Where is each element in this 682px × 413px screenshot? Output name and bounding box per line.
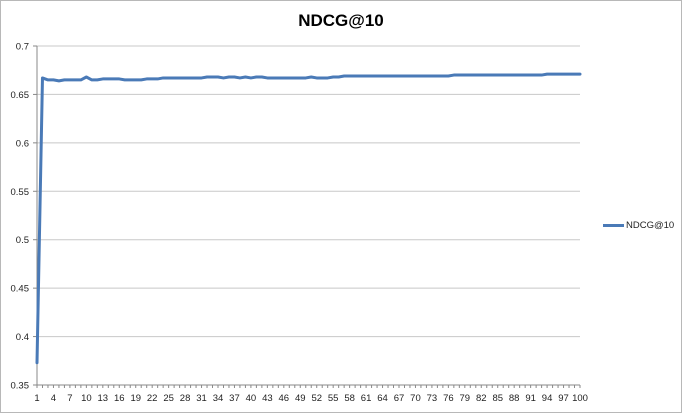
series-layer	[35, 72, 582, 365]
y-tick-label: 0.7	[16, 42, 29, 53]
x-tick-label: 22	[147, 393, 158, 404]
x-tick-label: 7	[67, 393, 72, 404]
x-tick-label: 88	[509, 393, 520, 404]
y-tick-label: 0.4	[16, 332, 29, 343]
x-tick-label: 61	[361, 393, 372, 404]
x-tick-label: 73	[427, 393, 438, 404]
legend-label: NDCG@10	[626, 219, 675, 231]
x-tick-label: 10	[81, 393, 92, 404]
gridlines	[37, 45, 580, 338]
x-tick-label: 79	[460, 393, 471, 404]
series-line-ndcg10	[35, 72, 582, 365]
x-tick-label: 76	[443, 393, 454, 404]
x-tick-label: 97	[558, 393, 569, 404]
x-tick-label: 1	[34, 393, 39, 404]
x-axis-ticks: 1 4 7 10 13 16 19 22 25 28 31 34 37 40 43 46 49 52 55 58 61 6…	[34, 385, 588, 404]
x-tick-label: 85	[492, 393, 503, 404]
x-tick-label: 25	[163, 393, 174, 404]
x-tick-label: 37	[229, 393, 240, 404]
x-tick-label: 46	[279, 393, 290, 404]
y-tick-label: 0.6	[16, 138, 29, 149]
x-tick-label: 55	[328, 393, 339, 404]
axes	[36, 46, 580, 386]
x-tick-label: 82	[476, 393, 487, 404]
x-tick-label: 43	[262, 393, 273, 404]
x-tick-label: 52	[311, 393, 322, 404]
x-tick-label: 19	[130, 393, 141, 404]
x-tick-label: 40	[246, 393, 257, 404]
x-tick-label: 70	[410, 393, 421, 404]
x-tick-label: 64	[377, 393, 388, 404]
y-tick-label: 0.35	[11, 381, 30, 392]
x-tick-label: 100	[572, 393, 588, 404]
x-tick-label: 28	[180, 393, 191, 404]
x-tick-label: 67	[394, 393, 405, 404]
x-tick-label: 13	[98, 393, 109, 404]
y-tick-label: 0.55	[11, 187, 30, 198]
x-tick-label: 31	[196, 393, 207, 404]
x-tick-label: 34	[213, 393, 224, 404]
x-tick-label: 4	[51, 393, 56, 404]
x-tick-label: 16	[114, 393, 125, 404]
y-axis-ticks: 0.35 0.4 0.45 0.5 0.55 0.6 0.65 0.7	[11, 42, 37, 392]
chart-title: NDCG@10	[298, 11, 384, 30]
y-tick-label: 0.45	[11, 284, 30, 295]
x-tick-label: 58	[344, 393, 355, 404]
x-tick-label: 49	[295, 393, 306, 404]
x-tick-label: 94	[542, 393, 553, 404]
legend-swatch	[603, 223, 624, 227]
x-tick-label: 91	[525, 393, 536, 404]
y-tick-label: 0.5	[16, 235, 29, 246]
y-tick-label: 0.65	[11, 90, 30, 101]
legend: NDCG@10	[603, 218, 674, 232]
